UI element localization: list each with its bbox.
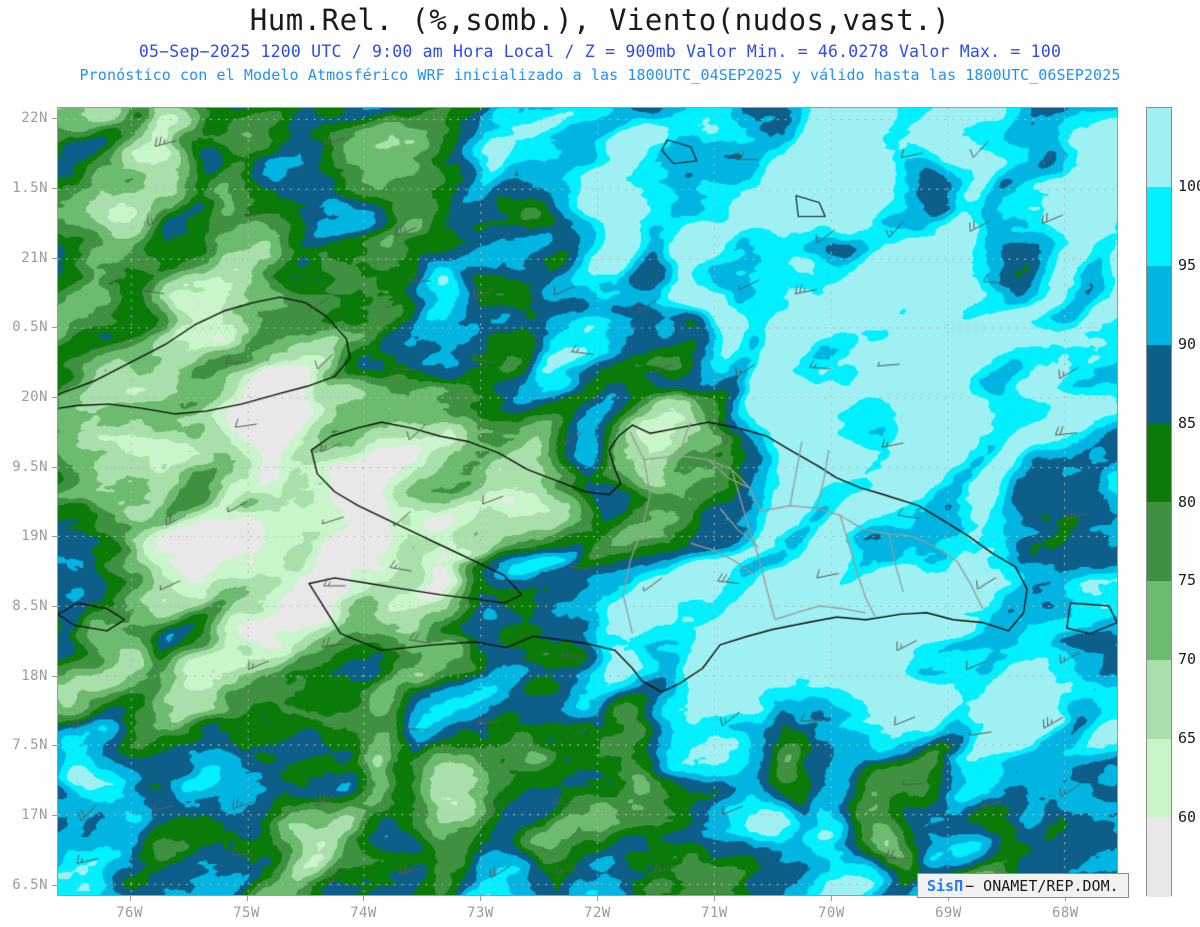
lat-tick-label: 0.5N [12, 319, 48, 336]
lat-tick-mark [52, 257, 57, 259]
lat-tick-label: 21N [21, 249, 48, 266]
lon-tick-label: 72W [584, 905, 611, 921]
lat-tick-mark [52, 675, 57, 677]
lat-tick-label: 22N [21, 110, 48, 127]
subtitle-run-info: 05−Sep−2025 1200 UTC / 9:00 am Hora Loca… [138, 42, 1062, 61]
lat-tick-label: 18N [21, 667, 48, 684]
lon-tick-label: 71W [701, 905, 728, 921]
colorbar-band [1147, 265, 1171, 345]
colorbar-band [1147, 581, 1171, 661]
lat-tick-mark [52, 118, 57, 120]
lat-tick-label: 6.5N [12, 876, 48, 893]
lat-tick-label: 17N [21, 807, 48, 824]
page-title: Hum.Rel. (%,somb.), Viento(nudos,vast.) [249, 3, 951, 37]
colorbar[interactable] [1146, 107, 1172, 897]
colorbar-tick-label: 60 [1178, 808, 1197, 827]
colorbar-tick-label: 85 [1178, 413, 1197, 432]
colorbar-band [1147, 186, 1171, 266]
colorbar-band [1147, 344, 1171, 424]
lon-tick-label: 74W [350, 905, 377, 921]
lat-tick-label: 7.5N [12, 737, 48, 754]
lon-tick-label: 69W [934, 905, 962, 921]
colorbar-band [1147, 660, 1171, 740]
colorbar-band [1147, 818, 1171, 897]
colorbar-tick-label: 90 [1178, 334, 1197, 353]
colorbar-band [1147, 423, 1171, 503]
colorbar-band [1147, 108, 1171, 187]
onamet-label: − ONAMET/REP.DOM. [965, 876, 1119, 895]
sispi-brand-label: SisΠ [927, 876, 964, 895]
lon-tick-mark [1065, 896, 1067, 901]
colorbar-band [1147, 502, 1171, 582]
lon-tick-label: 75W [233, 905, 260, 921]
subtitle-model-info: Pronóstico con el Modelo Atmosférico WRF… [79, 66, 1121, 84]
lat-tick-mark [52, 536, 57, 538]
lat-tick-mark [52, 396, 57, 398]
title-block: Hum.Rel. (%,somb.), Viento(nudos,vast.) … [0, 0, 1200, 95]
lat-tick-label: 1.5N [12, 179, 48, 196]
lat-tick-label: 8.5N [12, 598, 48, 615]
lon-tick-mark [831, 896, 833, 901]
lat-tick-label: 19N [21, 528, 48, 545]
lon-tick-label: 70W [817, 905, 845, 921]
lon-tick-label: 73W [467, 905, 494, 921]
lat-tick-label: 20N [21, 388, 48, 405]
colorbar-tick-label: 75 [1178, 571, 1197, 590]
lon-tick-mark [714, 896, 716, 901]
lon-tick-mark [597, 896, 599, 901]
lon-tick-mark [948, 896, 950, 901]
lat-tick-mark [52, 466, 57, 468]
lat-tick-mark [52, 884, 57, 886]
lon-tick-mark [363, 896, 365, 901]
colorbar-tick-label: 95 [1178, 255, 1197, 274]
lat-tick-mark [52, 815, 57, 817]
lat-tick-label: 9.5N [12, 458, 48, 475]
lon-tick-label: 76W [116, 905, 143, 921]
colorbar-tick-label: 65 [1178, 729, 1197, 748]
colorbar-tick-label: 70 [1178, 650, 1197, 669]
weather-map-panel[interactable] [57, 107, 1118, 896]
colorbar-band [1147, 739, 1171, 819]
lon-tick-label: 68W [1051, 905, 1079, 921]
lat-tick-mark [52, 745, 57, 747]
colorbar-tick-label: 100 [1178, 176, 1200, 195]
lon-tick-mark [129, 896, 131, 901]
lat-tick-mark [52, 606, 57, 608]
colorbar-tick-label: 80 [1178, 492, 1197, 511]
lat-tick-mark [52, 187, 57, 189]
lat-tick-mark [52, 327, 57, 329]
attribution-watermark: SisΠ − ONAMET/REP.DOM. [917, 873, 1129, 898]
lon-tick-mark [246, 896, 248, 901]
lon-tick-mark [480, 896, 482, 901]
humidity-contour-canvas[interactable] [58, 108, 1117, 895]
